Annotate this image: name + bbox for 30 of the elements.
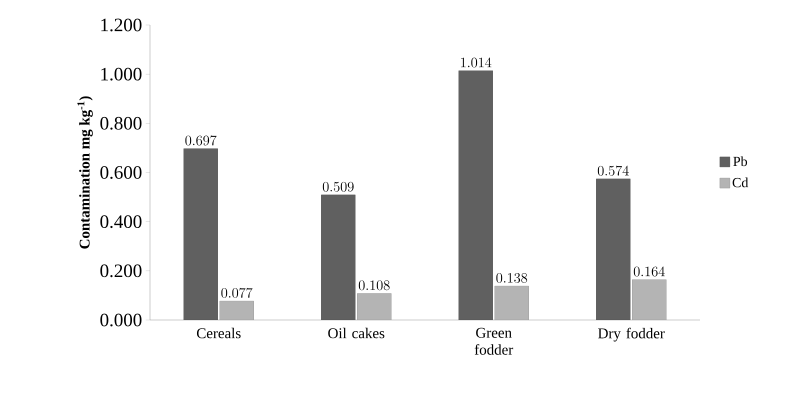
data-label: 1 .014: [461, 58, 492, 68]
y-tick-label: 0.800: [100, 116, 142, 130]
bar: [632, 279, 666, 320]
y-tick-label: 1.000: [101, 68, 142, 81]
bar: [184, 148, 218, 320]
y-tick-label: 0.600: [100, 166, 142, 179]
bar: [494, 286, 529, 320]
data-label: 0.077: [221, 288, 253, 298]
x-tick-label: Oil cakes: [328, 328, 384, 338]
bar: [357, 293, 392, 320]
x-tick-label: Dry fodder: [598, 328, 665, 342]
data-label: 0. 164: [634, 266, 665, 276]
bar: [458, 70, 493, 320]
bar: [596, 178, 630, 320]
y-tick-label: 1.200: [101, 18, 142, 32]
data-label: 0.574: [598, 166, 629, 176]
legend-label: Pb: [733, 156, 748, 166]
legend-label: Cd: [732, 177, 748, 188]
bar: [220, 300, 254, 320]
y-tick-label: 0.400: [100, 215, 142, 228]
data-label: 0.697: [185, 135, 217, 146]
x-tick-label: Cereals: [196, 328, 241, 338]
y-tick-label: 0.200: [100, 264, 142, 278]
bar: [321, 194, 356, 320]
data-label: 0. 138: [496, 273, 528, 283]
y-tick-label: 0.000: [100, 314, 142, 326]
x-tick-label: Green fodder: [474, 328, 514, 355]
data-label: 0.509: [322, 182, 354, 192]
y-axis-title: Contamination mg kg$^{-1}$): [77, 96, 93, 249]
data-label: 0. 108: [358, 280, 390, 290]
